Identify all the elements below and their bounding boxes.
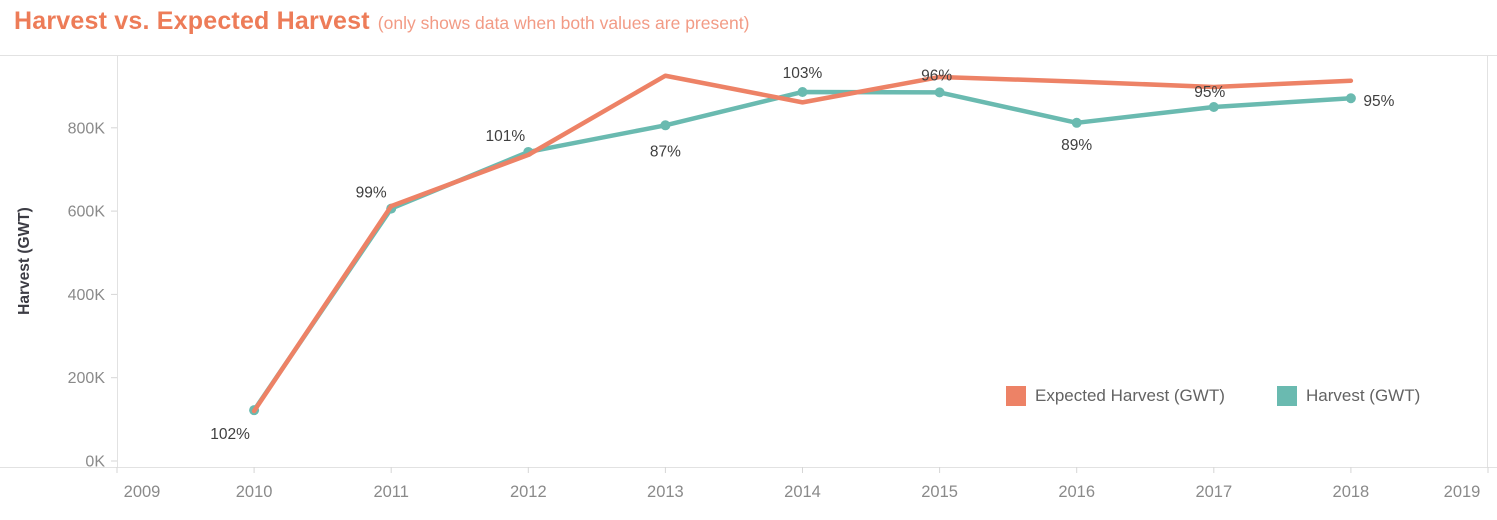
legend-item-harvest[interactable]: Harvest (GWT)	[1277, 386, 1420, 406]
x-tick-label: 2018	[1333, 483, 1370, 501]
expected-line[interactable]	[251, 73, 1354, 414]
y-tick-label: 600K	[68, 204, 106, 221]
harvest-line[interactable]	[251, 89, 1354, 413]
legend-item-expected-harvest[interactable]: Expected Harvest (GWT)	[1006, 386, 1225, 406]
point-label-2013: 87%	[650, 143, 681, 160]
harvest-point-2013[interactable]	[660, 120, 671, 131]
point-label-2012: 101%	[485, 128, 525, 145]
harvest-swatch	[1277, 386, 1297, 406]
x-tick-label: 2014	[784, 483, 821, 501]
x-tick-label: 2009	[124, 483, 161, 501]
x-tick-label: 2016	[1058, 483, 1095, 501]
point-label-2015: 96%	[921, 67, 952, 84]
y-tick-label: 200K	[68, 370, 106, 387]
harvest-point-2017[interactable]	[1208, 101, 1219, 112]
expected-harvest-swatch	[1006, 386, 1026, 406]
x-tick-label: 2011	[373, 483, 408, 501]
point-label-2014: 103%	[783, 65, 823, 82]
point-label-2010: 102%	[210, 426, 250, 443]
y-tick-label: 800K	[68, 120, 106, 137]
legend-label: Expected Harvest (GWT)	[1035, 386, 1225, 405]
chart-subtitle: (only shows data when both values are pr…	[377, 13, 750, 33]
point-label-2011: 99%	[356, 185, 387, 202]
harvest-point-2018[interactable]	[1345, 93, 1356, 104]
chart-title: Harvest vs. Expected Harvest	[14, 7, 370, 35]
x-tick-label: 2015	[921, 483, 958, 501]
y-tick-label: 0K	[85, 454, 105, 471]
harvest-point-2014[interactable]	[797, 86, 808, 97]
x-tick-label: 2019	[1444, 483, 1481, 501]
x-tick-label: 2012	[510, 483, 547, 501]
legend-label: Harvest (GWT)	[1306, 386, 1421, 405]
x-tick-label: 2013	[647, 483, 684, 501]
y-tick-label: 400K	[68, 287, 106, 304]
harvest-point-2015[interactable]	[934, 87, 945, 98]
y-axis-title: Harvest (GWT)	[16, 207, 33, 315]
x-tick-label: 2010	[236, 483, 273, 501]
chart-header: Harvest vs. Expected Harvest (only shows…	[14, 7, 749, 36]
harvest-point-2016[interactable]	[1071, 117, 1082, 128]
point-label-2016: 89%	[1061, 137, 1092, 154]
x-tick-label: 2017	[1195, 483, 1232, 501]
point-label-2018: 95%	[1363, 93, 1394, 110]
point-label-2017: 95%	[1194, 84, 1225, 101]
